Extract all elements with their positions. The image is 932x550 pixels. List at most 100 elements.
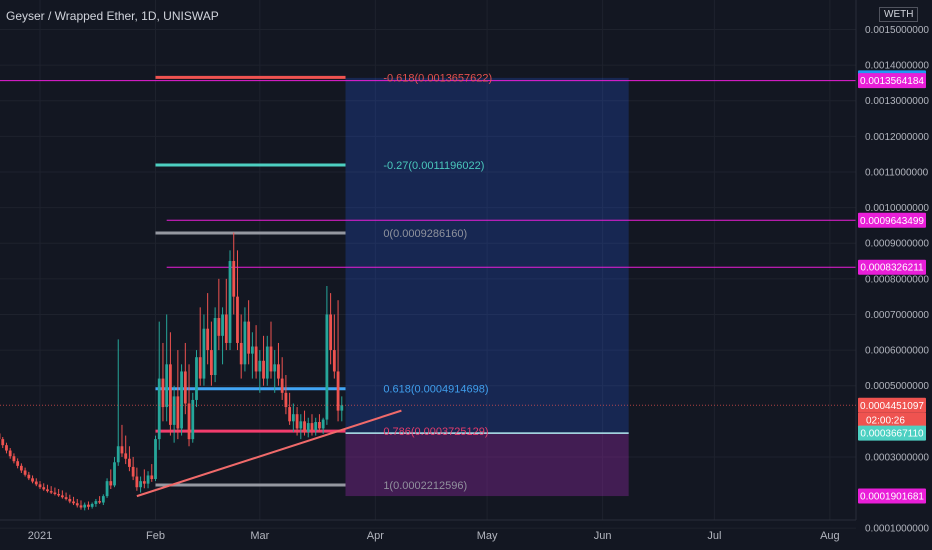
- candle-body: [113, 462, 116, 486]
- candle-body: [53, 492, 57, 494]
- price-axis-tick: 0.0010000000: [865, 203, 929, 214]
- candle-body: [57, 493, 61, 496]
- price-axis-tick: 0.0011000000: [865, 167, 929, 178]
- fib-level-label: 0.618(0.0004914698): [383, 384, 488, 396]
- candle-body: [98, 501, 102, 503]
- candle-body: [68, 498, 72, 502]
- candle-body: [288, 407, 292, 422]
- candle-body: [64, 497, 68, 499]
- candle-body: [336, 371, 340, 411]
- countdown-text: 02:00:26: [866, 415, 905, 426]
- long-position-tool[interactable]: [345, 77, 629, 497]
- candle-body: [277, 364, 280, 379]
- candle-body: [299, 421, 303, 429]
- candle-body: [183, 371, 187, 404]
- candle-body: [101, 496, 105, 503]
- price-label-box: [858, 397, 926, 413]
- candle-body: [310, 423, 314, 431]
- candle-body: [291, 414, 295, 422]
- candle-body: [217, 318, 221, 336]
- time-axis-tick: Jun: [594, 530, 612, 542]
- candle-body: [46, 489, 49, 492]
- candle-body: [187, 403, 191, 440]
- price-label-text: 0.0003667110: [860, 429, 924, 440]
- price-axis-tick: 0.0007000000: [865, 310, 929, 321]
- candle-body: [169, 364, 172, 425]
- candle-body: [27, 474, 31, 479]
- candle-body: [1, 439, 5, 446]
- candle-body: [75, 503, 79, 506]
- candle-body: [94, 501, 98, 504]
- candle-body: [254, 346, 258, 372]
- candle-body: [83, 504, 87, 508]
- candle-body: [16, 461, 20, 466]
- price-label-box: [858, 259, 926, 275]
- candle-body: [60, 495, 64, 498]
- candle-body: [79, 505, 83, 508]
- candle-body: [198, 357, 202, 379]
- candle-body: [280, 378, 284, 393]
- price-label-text: 0.0013564184: [860, 76, 924, 87]
- candle-body: [206, 328, 210, 351]
- time-axis-tick: Feb: [146, 530, 165, 542]
- price-axis-tick: 0.0012000000: [865, 132, 929, 143]
- candle-body: [232, 261, 236, 297]
- candle-body: [139, 481, 142, 488]
- price-axis-tick: 0.0013000000: [865, 96, 929, 107]
- fib-level-label: 0(0.0009286160): [383, 228, 467, 240]
- candle-body: [314, 422, 318, 431]
- price-label-box: [858, 488, 926, 504]
- candle-body: [332, 350, 336, 372]
- candle-body: [120, 446, 124, 454]
- candle-body: [176, 396, 180, 429]
- candle-body: [150, 475, 154, 480]
- price-axis-tick: 0.0005000000: [865, 381, 929, 392]
- candle-body: [72, 501, 75, 504]
- candle-body: [38, 484, 42, 488]
- price-label-text: 0.0008326211: [860, 263, 924, 274]
- position-profit-zone: [345, 77, 629, 434]
- time-axis-tick: May: [477, 530, 498, 542]
- fib-level-label: 1(0.0002212596): [383, 480, 467, 492]
- candle-body: [321, 419, 325, 429]
- time-axis-tick: Jul: [707, 530, 721, 542]
- price-label-box: [858, 212, 926, 228]
- candle-body: [247, 321, 251, 354]
- candle-body: [191, 399, 195, 440]
- candle-body: [250, 346, 254, 354]
- time-axis-tick: Apr: [367, 530, 384, 542]
- candle-body: [5, 445, 8, 451]
- trend-line[interactable]: [136, 409, 402, 498]
- price-label-box: [858, 73, 926, 89]
- candle-body: [340, 405, 344, 411]
- candle-body: [131, 466, 135, 477]
- currency-badge[interactable]: WETH: [879, 7, 919, 22]
- candle-body: [8, 450, 12, 457]
- price-axis-tick: 0.0009000000: [865, 239, 929, 250]
- time-axis-tick: Aug: [820, 530, 840, 542]
- horizontal-lines[interactable]: [0, 80, 856, 268]
- fibonacci-retracement[interactable]: -0.618(0.0013657622) -0.27(0.0011196022) 0…: [155, 72, 493, 492]
- candle-body: [329, 314, 333, 351]
- candle-body: [49, 491, 53, 493]
- fib-level-label: -0.27(0.0011196022): [383, 160, 484, 172]
- fib-level-label: 0.786(0.0003725129): [383, 426, 488, 438]
- price-axis-tick: 0.0006000000: [865, 346, 929, 357]
- candle-body: [165, 364, 169, 408]
- candle-body: [87, 504, 90, 507]
- grid: [0, 0, 856, 529]
- price-label-box: [858, 425, 926, 441]
- candle-body: [172, 396, 176, 425]
- candle-body: [224, 314, 228, 343]
- candle-body: [135, 476, 139, 488]
- candle-body: [265, 346, 269, 379]
- price-axis-tick: 0.0001000000: [865, 524, 929, 535]
- candle-body: [109, 481, 113, 486]
- price-axis[interactable]: 0.0015000000 0.0014000000 0.0013000000 0.00…: [855, 0, 929, 535]
- candle-body: [269, 346, 273, 372]
- countdown-box: [858, 412, 926, 427]
- time-axis[interactable]: 2021 Feb Mar Apr May Jun Jul Aug: [0, 519, 856, 542]
- candle-body: [31, 478, 34, 482]
- candle-body: [124, 453, 128, 459]
